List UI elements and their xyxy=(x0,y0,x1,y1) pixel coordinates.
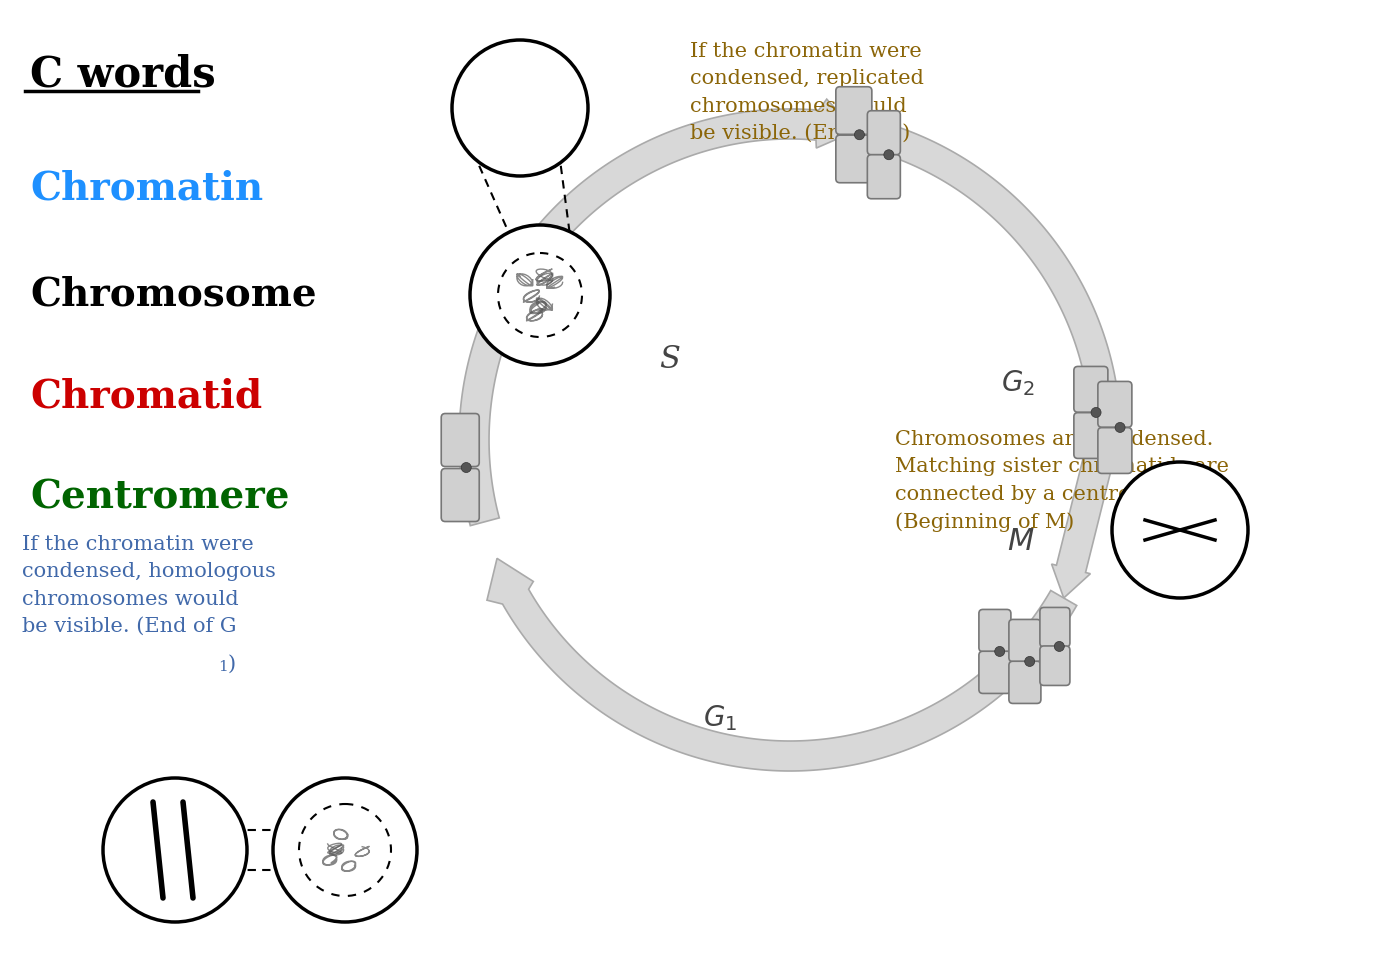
Circle shape xyxy=(103,778,247,922)
FancyBboxPatch shape xyxy=(978,651,1011,693)
Polygon shape xyxy=(486,558,1077,771)
Circle shape xyxy=(1025,657,1035,666)
FancyBboxPatch shape xyxy=(441,469,480,521)
Circle shape xyxy=(470,225,610,365)
FancyBboxPatch shape xyxy=(867,155,900,199)
Circle shape xyxy=(452,40,588,176)
FancyBboxPatch shape xyxy=(1009,661,1041,703)
Text: C words: C words xyxy=(30,53,216,95)
Polygon shape xyxy=(853,116,1129,429)
Text: Chromosomes are condensed.
Matching sister chromatids are
connected by a centrom: Chromosomes are condensed. Matching sist… xyxy=(894,430,1228,532)
FancyBboxPatch shape xyxy=(1040,607,1070,647)
FancyBboxPatch shape xyxy=(1098,381,1132,427)
FancyBboxPatch shape xyxy=(441,414,480,466)
Circle shape xyxy=(300,804,392,896)
FancyBboxPatch shape xyxy=(835,135,872,183)
Circle shape xyxy=(883,150,894,160)
FancyBboxPatch shape xyxy=(1074,413,1107,458)
Text: Chromatin: Chromatin xyxy=(30,169,264,207)
FancyBboxPatch shape xyxy=(1009,620,1041,661)
Circle shape xyxy=(855,130,864,140)
Circle shape xyxy=(1112,462,1248,598)
Polygon shape xyxy=(1051,425,1120,598)
Text: Chromosome: Chromosome xyxy=(30,276,317,313)
FancyBboxPatch shape xyxy=(867,111,900,155)
Polygon shape xyxy=(459,100,856,526)
Text: S: S xyxy=(660,344,680,375)
Circle shape xyxy=(1091,407,1101,418)
FancyBboxPatch shape xyxy=(1098,427,1132,474)
Circle shape xyxy=(497,253,583,337)
Text: ): ) xyxy=(228,655,236,674)
Text: $G_1$: $G_1$ xyxy=(703,703,738,733)
FancyBboxPatch shape xyxy=(1074,366,1107,412)
FancyBboxPatch shape xyxy=(978,609,1011,652)
Text: Chromatid: Chromatid xyxy=(30,377,262,415)
Text: 1: 1 xyxy=(218,660,228,674)
FancyBboxPatch shape xyxy=(1040,646,1070,686)
Circle shape xyxy=(273,778,416,922)
FancyBboxPatch shape xyxy=(835,87,872,134)
Text: Centromere: Centromere xyxy=(30,479,290,516)
Text: $M$: $M$ xyxy=(1007,526,1035,557)
Text: If the chromatin were
condensed, homologous
chromosomes would
be visible. (End o: If the chromatin were condensed, homolog… xyxy=(22,535,276,635)
Circle shape xyxy=(1054,641,1065,652)
Circle shape xyxy=(995,647,1004,657)
Text: If the chromatin were
condensed, replicated
chromosomes would
be visible. (End o: If the chromatin were condensed, replica… xyxy=(690,42,923,143)
Text: $G_2$: $G_2$ xyxy=(1000,368,1035,398)
Circle shape xyxy=(1116,423,1125,432)
Circle shape xyxy=(462,462,471,473)
